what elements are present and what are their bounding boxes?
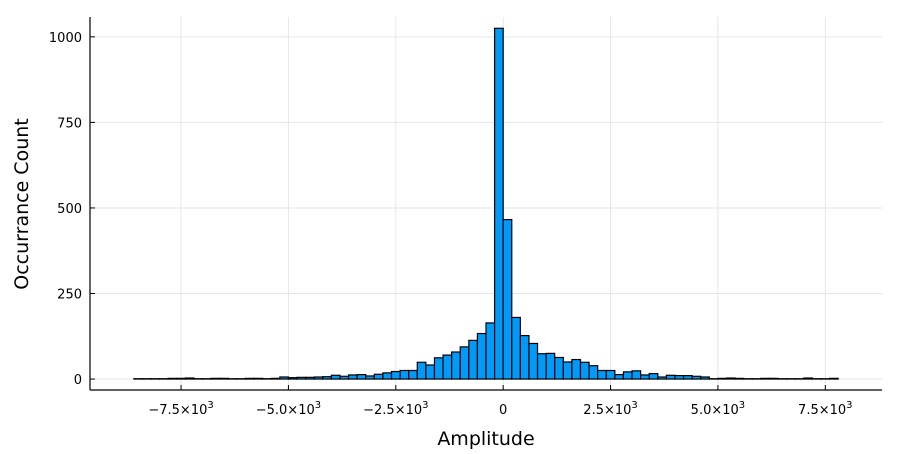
histogram-bar (297, 377, 306, 379)
histogram-bar (460, 347, 469, 379)
y-tick-labels: 0 250 500 750 1000 (49, 31, 82, 388)
histogram-bar (580, 362, 589, 379)
histogram-bar (443, 355, 452, 379)
histogram-bar (400, 370, 409, 379)
y-axis-label: Occurrance Count (11, 118, 33, 289)
histogram-bar (254, 378, 263, 379)
x-tick-label: −7.5×103 (148, 400, 213, 418)
histogram-bar (684, 376, 693, 379)
histogram-bar (804, 378, 813, 379)
histogram-bar (555, 357, 564, 379)
y-tick-label: 250 (57, 287, 82, 302)
x-axis-label: Amplitude (437, 428, 534, 450)
histogram-bar (306, 377, 315, 379)
histogram-bar (280, 377, 289, 379)
histogram-bar (434, 358, 443, 379)
histogram-bar (830, 378, 839, 379)
histogram-bar (477, 334, 486, 380)
histogram-bar (366, 376, 375, 379)
x-tick-label: −2.5×103 (363, 400, 428, 418)
histogram-bar (374, 374, 383, 379)
histogram-bar (692, 376, 701, 379)
histogram-bar (658, 377, 667, 379)
histogram-bar (529, 343, 538, 379)
histogram-bar (718, 378, 727, 379)
histogram-bar (177, 378, 186, 379)
histogram-bar (606, 370, 615, 379)
histogram-bar (340, 376, 349, 379)
histogram-bar (735, 378, 744, 379)
histogram-bar (452, 352, 461, 379)
histogram-bar (185, 378, 194, 379)
y-tick-label: 1000 (49, 31, 82, 46)
histogram-bar (168, 378, 177, 379)
histogram-bar (392, 372, 401, 380)
histogram-bar (520, 336, 529, 379)
histogram-bar (417, 362, 426, 379)
x-tick-label: 2.5×103 (583, 400, 638, 418)
histogram-bar (641, 375, 650, 379)
bars (134, 28, 838, 379)
histogram-bar (211, 378, 220, 379)
x-tick-label: −5.0×103 (256, 400, 321, 418)
histogram-bar (761, 378, 770, 379)
histogram-bar (349, 375, 358, 379)
histogram-bar (538, 354, 547, 379)
histogram-bar (383, 373, 392, 379)
histogram-bar (426, 365, 435, 379)
histogram-bar (598, 370, 607, 379)
histogram-bar (572, 360, 581, 380)
histogram-bar (220, 378, 229, 379)
x-tick-label: 5.0×103 (691, 400, 746, 418)
histogram-bar (271, 378, 280, 379)
x-tick-label: 0 (499, 403, 507, 418)
histogram-bar (632, 371, 641, 379)
histogram-bar (409, 370, 418, 379)
y-tick-label: 750 (57, 116, 82, 131)
histogram-bar (546, 353, 555, 379)
histogram-bar (469, 340, 478, 379)
histogram-bar (769, 378, 778, 379)
histogram-bar (288, 378, 297, 379)
histogram-bar (589, 366, 598, 379)
y-tick-label: 500 (57, 202, 82, 217)
histogram-bar (314, 377, 323, 379)
histogram-bar (331, 375, 340, 379)
y-tick-label: 0 (74, 373, 82, 388)
histogram-bar (245, 378, 254, 379)
x-tick-labels: −7.5×103 −5.0×103 −2.5×103 0 2.5×103 5.0×103 7… (148, 400, 852, 418)
histogram-bar (666, 375, 675, 379)
histogram-bar (357, 375, 366, 379)
histogram-bar (727, 378, 736, 379)
histogram-bar (701, 377, 710, 379)
histogram-bar (649, 374, 658, 379)
histogram-bar (563, 362, 572, 379)
histogram-bar (486, 323, 495, 379)
histogram-bar (623, 372, 632, 379)
histogram-bar (512, 317, 521, 379)
histogram-bar (675, 376, 684, 379)
histogram-bar (323, 377, 332, 379)
histogram-bar (495, 28, 504, 379)
x-tick-label: 7.5×103 (798, 400, 853, 418)
histogram-bar (615, 375, 624, 379)
histogram-bar (503, 220, 512, 379)
